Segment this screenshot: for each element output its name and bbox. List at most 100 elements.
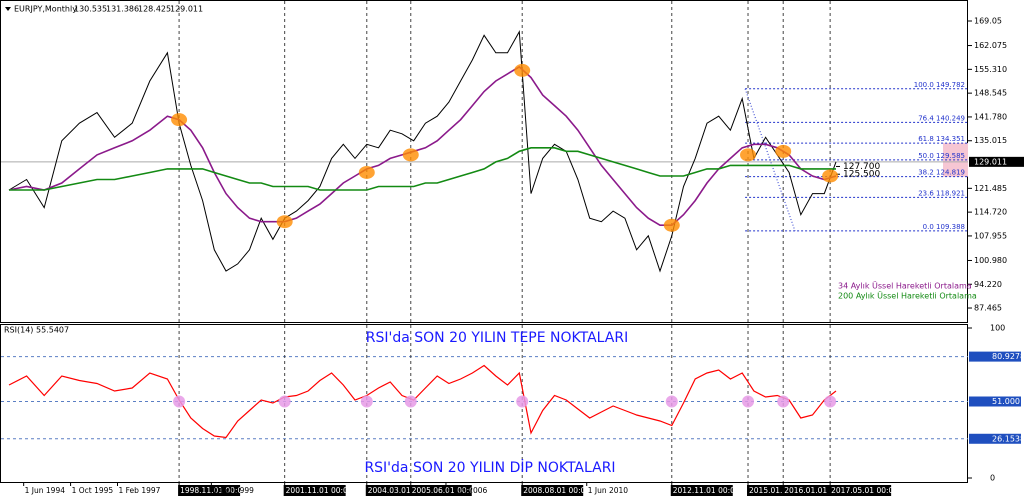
cross-marker xyxy=(276,215,293,229)
legend-entry: 200 Aylık Üssel Hareketli Ortalama xyxy=(838,291,977,301)
fib-label: 38.2 124.819 xyxy=(918,169,965,177)
fib-label: 76.4 140.249 xyxy=(918,114,965,122)
price-line-label: 125.500 xyxy=(843,170,880,180)
series-line xyxy=(8,29,837,273)
cross-marker xyxy=(740,148,757,162)
fib-price: 140.249 xyxy=(936,114,965,122)
level-box xyxy=(969,396,1021,407)
fib-label: 23.6 118.921 xyxy=(918,189,965,197)
legend-entry: 34 Aylık Üssel Hareketli Ortalama xyxy=(838,281,972,291)
x-tick-label: 2005.06.01 00:00 xyxy=(412,486,479,495)
header-value: 131.386 xyxy=(106,5,139,14)
y-tick-label: 100.980 xyxy=(974,256,1007,265)
cross-marker xyxy=(775,144,792,158)
rsi-marker xyxy=(516,395,529,408)
y-tick-label: 148.545 xyxy=(974,89,1007,98)
y-tick-label: 0 xyxy=(990,474,995,483)
rsi-marker xyxy=(173,395,186,408)
cross-marker xyxy=(358,165,375,179)
y-tick-label: 169.05 xyxy=(974,17,1002,26)
fib-price: 149.782 xyxy=(936,81,965,89)
chart-title: EURJPY,Monthly xyxy=(14,5,77,14)
rsi-marker xyxy=(665,395,678,408)
y-tick-label: 94.220 xyxy=(974,280,1002,289)
fib-level: 50.0 xyxy=(918,152,934,160)
fib-label: 100.0 149.782 xyxy=(914,81,965,89)
level-label: 26.1538 xyxy=(992,434,1024,443)
rsi-marker xyxy=(360,395,373,408)
level-box xyxy=(969,351,1021,362)
x-label-box xyxy=(178,485,241,496)
fib-level: 100.0 xyxy=(914,81,934,89)
fib-zone xyxy=(943,143,968,177)
fib-price: 109.388 xyxy=(936,223,965,231)
fib-level: 61.8 xyxy=(918,135,934,143)
x-tick-label: 2016.01.01 00:00 xyxy=(784,486,851,495)
level-box xyxy=(969,433,1021,444)
x-tick-label: 2004.03.01 00:00 xyxy=(368,486,435,495)
x-tick-label: 1 Jun 2010 xyxy=(588,486,629,495)
fib-price: 124.819 xyxy=(936,169,965,177)
y-tick-label: 135.015 xyxy=(974,136,1007,145)
cross-marker xyxy=(171,113,188,127)
x-tick-label: 2001.11.01 00:00 xyxy=(286,486,353,495)
x-tick-label: 2008.08.01 00:00 xyxy=(523,486,590,495)
rsi-marker xyxy=(742,395,755,408)
x-tick-label: 1 Jun 2006 xyxy=(447,486,488,495)
rsi-marker xyxy=(404,395,417,408)
y-tick-label: 114.720 xyxy=(974,208,1007,217)
x-tick-label: 2017.05.01 00:00 xyxy=(831,486,898,495)
annotation: RSI'da SON 20 YILIN TEPE NOKTALARI xyxy=(366,330,628,346)
fib-level: 38.2 xyxy=(918,169,934,177)
cross-marker xyxy=(822,169,839,183)
x-label-box xyxy=(521,485,584,496)
x-tick-label: 1 Feb 1997 xyxy=(119,486,161,495)
panel-icon xyxy=(5,7,11,11)
rsi-marker xyxy=(278,395,291,408)
rsi-line xyxy=(8,364,837,439)
series-line xyxy=(8,65,837,226)
annotation: RSI'da SON 20 YILIN DİP NOKTALARI xyxy=(364,458,615,476)
rsi-current: 55.5407 xyxy=(36,326,69,335)
fib-level: 76.4 xyxy=(918,114,934,122)
fib-label: 50.0 129.585 xyxy=(918,152,965,160)
cross-marker xyxy=(663,218,680,232)
rsi-marker xyxy=(824,395,837,408)
fib-price: 118.921 xyxy=(936,189,965,197)
rsi-marker xyxy=(777,395,790,408)
x-tick-label: 1998.11.01 00:00 xyxy=(180,486,247,495)
fib-label: 0.0 109.388 xyxy=(923,223,965,231)
y-tick-label: 87.465 xyxy=(974,304,1002,313)
fib-level: 0.0 xyxy=(923,223,934,231)
rsi-panel xyxy=(0,324,968,483)
x-tick-label: 1 Oct 1999 xyxy=(212,486,254,495)
header-value: 128.425 xyxy=(138,5,171,14)
level-label: 51.000 xyxy=(992,397,1020,406)
x-tick-label: 1 Oct 1995 xyxy=(72,486,114,495)
fib-price: 129.585 xyxy=(936,152,965,160)
y-tick-label: 121.485 xyxy=(974,184,1007,193)
header-value: 129.011 xyxy=(170,5,203,14)
x-tick-label: 2012.11.01 00:00 xyxy=(673,486,740,495)
y-tick-label: 141.780 xyxy=(974,112,1007,121)
header-value: 130.535 xyxy=(74,5,107,14)
fib-level: 23.6 xyxy=(918,189,934,197)
x-label-box xyxy=(829,485,892,496)
y-tick-label: 155.310 xyxy=(974,65,1007,74)
last-price-label: 129.011 xyxy=(974,157,1007,166)
x-tick-label: 1 Jun 1994 xyxy=(25,486,66,495)
fib-trend xyxy=(744,88,796,232)
rsi-title: RSI(14) xyxy=(4,326,33,335)
x-label-box xyxy=(365,485,428,496)
fib-price: 134.351 xyxy=(936,135,965,143)
last-price-box xyxy=(969,156,1024,167)
cross-marker xyxy=(514,63,531,77)
series-line xyxy=(9,147,836,191)
price-line-label: 127.700 xyxy=(843,162,880,172)
y-tick-label: 162.075 xyxy=(974,41,1007,50)
cross-marker xyxy=(402,148,419,162)
fib-label: 61.8 134.351 xyxy=(918,135,965,143)
x-label-box xyxy=(747,485,810,496)
